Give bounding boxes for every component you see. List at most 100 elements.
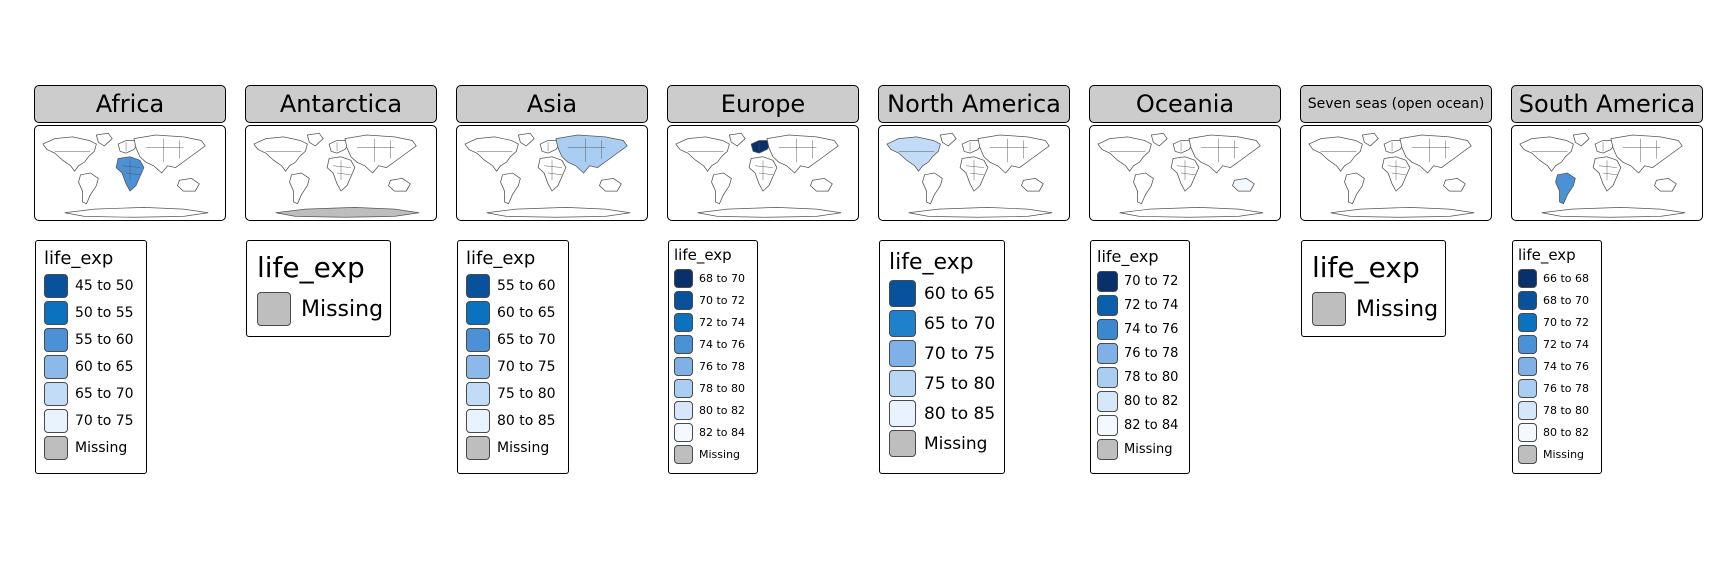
- legend-label: Missing: [497, 440, 550, 456]
- legend-item: 70 to 75: [466, 355, 560, 379]
- landmass-as: [1610, 134, 1683, 174]
- legend-label: 76 to 78: [1543, 382, 1590, 395]
- legend-label: 45 to 50: [75, 278, 134, 294]
- legend-item: 72 to 74: [1097, 295, 1183, 316]
- legend-title: life_exp: [1097, 247, 1159, 266]
- legend-label: 50 to 55: [75, 305, 134, 321]
- legend-label: 60 to 65: [75, 359, 134, 375]
- landmass-na: [675, 136, 730, 172]
- legend-item: Missing: [1097, 439, 1183, 460]
- landmass-na: [464, 136, 519, 172]
- legend-label: Missing: [75, 440, 128, 456]
- legend-label: 55 to 60: [75, 332, 134, 348]
- legend-item: 82 to 84: [1097, 415, 1183, 436]
- legend-label: 66 to 68: [1543, 272, 1590, 285]
- legend-item: 75 to 80: [466, 382, 560, 406]
- legend-color-key: [889, 310, 916, 337]
- landmass-au: [1443, 178, 1466, 192]
- legend-item: 80 to 82: [1518, 423, 1596, 442]
- legend-label: 60 to 65: [497, 305, 556, 321]
- legend-item: 60 to 65: [44, 355, 138, 379]
- legend-label: 82 to 84: [1124, 418, 1179, 433]
- world-map-africa: [34, 125, 226, 221]
- landmass-gl: [517, 132, 535, 147]
- legend-item: 66 to 68: [1518, 269, 1596, 288]
- landmass-an: [1541, 206, 1686, 218]
- landmass-au: [810, 178, 833, 192]
- world-map-svg: [1308, 132, 1475, 218]
- legend-label: Missing: [1356, 296, 1439, 322]
- facet-panel-south-america: South America: [1511, 85, 1703, 221]
- landmass-as: [555, 134, 628, 174]
- legend-title: life_exp: [44, 248, 114, 269]
- landmass-as: [133, 134, 206, 174]
- borders-af: [333, 160, 351, 181]
- legend-label: 74 to 76: [1543, 360, 1590, 373]
- legend-south-america: life_exp 66 to 68 68 to 70 70 to 72 72 to 74…: [1512, 240, 1602, 474]
- borders-as: [1411, 138, 1450, 163]
- landmass-as: [344, 134, 417, 174]
- legend-item: 60 to 65: [889, 280, 995, 307]
- legend-item: 72 to 74: [674, 313, 752, 332]
- legend-label: 70 to 75: [924, 343, 996, 364]
- world-map-svg: [1519, 132, 1686, 218]
- legend-color-key: [674, 401, 693, 420]
- landmass-na: [253, 136, 308, 172]
- legend-seven-seas: life_exp Missing: [1301, 240, 1446, 337]
- legend-color-key: [674, 445, 693, 464]
- legend-item: 78 to 80: [1097, 367, 1183, 388]
- legend-item: 80 to 82: [674, 401, 752, 420]
- legend-item: 55 to 60: [466, 274, 560, 298]
- legend-item: Missing: [1518, 445, 1596, 464]
- legend-item: 65 to 70: [889, 310, 995, 337]
- landmass-gl: [95, 132, 113, 147]
- legend-north-america: life_exp 60 to 65 65 to 70 70 to 75 75 to 80…: [879, 240, 1005, 474]
- landmass-an: [908, 206, 1053, 218]
- legend-color-key: [44, 436, 68, 460]
- legend-item: 72 to 74: [1518, 335, 1596, 354]
- legend-label: 80 to 85: [924, 403, 996, 424]
- legend-color-key: [889, 280, 916, 307]
- landmass-gl: [728, 132, 746, 147]
- legend-color-key: [44, 301, 68, 325]
- legend-label: 78 to 80: [1543, 404, 1590, 417]
- legend-color-key: [466, 355, 490, 379]
- legend-color-key: [1312, 292, 1346, 326]
- landmass-an: [64, 206, 209, 218]
- borders-af: [122, 160, 140, 181]
- legend-item: 76 to 78: [1518, 379, 1596, 398]
- borders-af: [966, 160, 984, 181]
- legend-color-key: [1518, 445, 1537, 464]
- legend-item: 65 to 70: [466, 328, 560, 352]
- legend-item: 74 to 76: [1097, 319, 1183, 340]
- world-map-oceania: [1089, 125, 1281, 221]
- legend-label: 72 to 74: [1124, 298, 1179, 313]
- legend-label: 74 to 76: [1124, 322, 1179, 337]
- landmass-sa: [78, 172, 99, 205]
- landmass-au: [1232, 178, 1255, 192]
- legend-label: 74 to 76: [699, 338, 746, 351]
- legend-title: life_exp: [1518, 246, 1576, 264]
- borders-af: [1177, 160, 1195, 181]
- borders-af: [544, 160, 562, 181]
- world-map-svg: [464, 132, 631, 218]
- facet-strip-south-america: South America: [1511, 85, 1703, 123]
- legend-label: 80 to 82: [1543, 426, 1590, 439]
- borders-as: [567, 138, 606, 163]
- legend-color-key: [674, 313, 693, 332]
- legend-item: 50 to 55: [44, 301, 138, 325]
- landmass-na: [886, 136, 941, 172]
- legend-item: 78 to 80: [674, 379, 752, 398]
- legend-europe: life_exp 68 to 70 70 to 72 72 to 74 74 to 76…: [668, 240, 758, 474]
- legend-label: 75 to 80: [497, 386, 556, 402]
- legend-color-key: [1097, 295, 1118, 316]
- facet-strip-asia: Asia: [456, 85, 648, 123]
- legend-color-key: [1097, 343, 1118, 364]
- legend-color-key: [1518, 335, 1537, 354]
- landmass-sa: [500, 172, 521, 205]
- legend-label: 72 to 74: [699, 316, 746, 329]
- legend-color-key: [466, 382, 490, 406]
- legend-color-key: [1097, 439, 1118, 460]
- legend-label: 68 to 70: [699, 272, 746, 285]
- legend-label: 78 to 80: [699, 382, 746, 395]
